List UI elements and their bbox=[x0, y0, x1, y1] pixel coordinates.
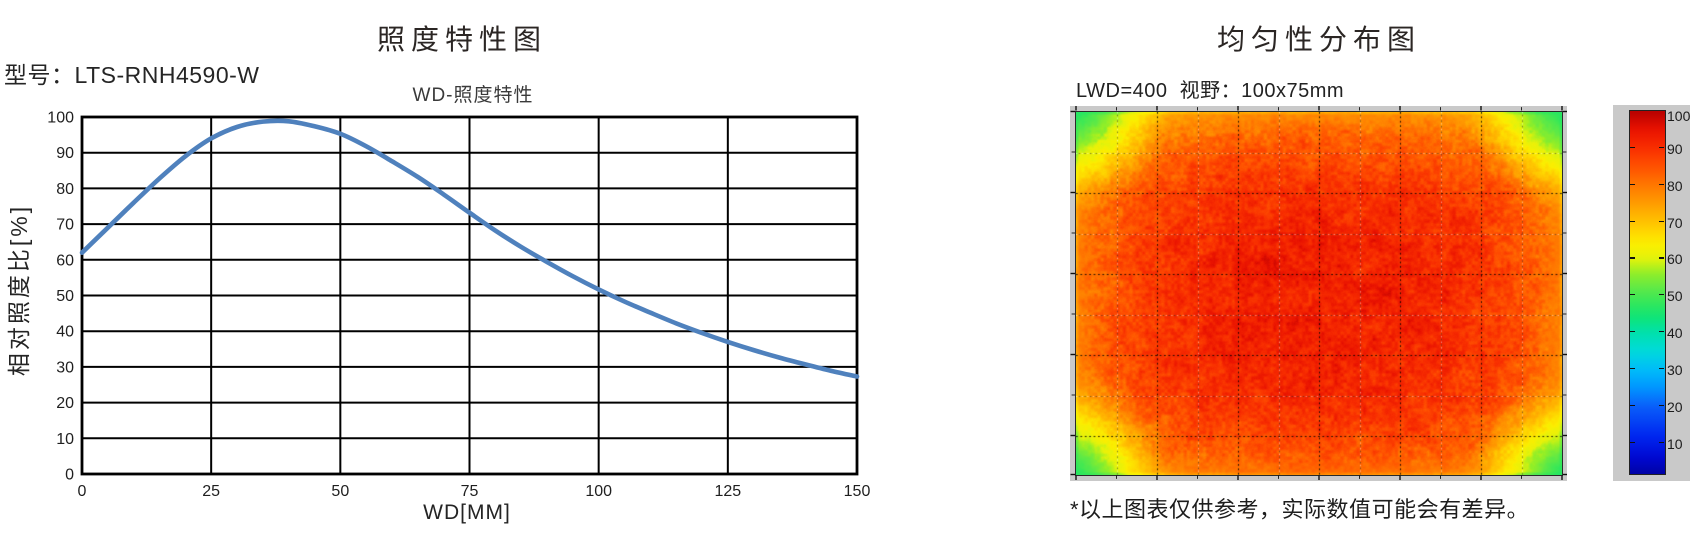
colorbar-tick-mark bbox=[1659, 257, 1664, 259]
colorbar-tick-mark bbox=[1659, 146, 1664, 149]
colorbar-tick-label: 20 bbox=[1667, 398, 1683, 415]
x-tick-label: 75 bbox=[461, 483, 479, 500]
x-tick-label: 25 bbox=[202, 483, 220, 500]
colorbar-tick-label: 60 bbox=[1667, 251, 1683, 268]
colorbar-gradient bbox=[1629, 110, 1666, 475]
colorbar-tick-label: 80 bbox=[1667, 177, 1683, 194]
right-chart: 均匀性分布图 LWD=400 视野：100x75mm *以上图表仅供参考，实际数… bbox=[900, 0, 1704, 540]
colorbar-tick-label: 50 bbox=[1667, 288, 1683, 305]
left-chart-subtitle: WD-照度特性 bbox=[412, 85, 534, 106]
colorbar-tick-label: 40 bbox=[1667, 325, 1683, 342]
heatmap-figure bbox=[1070, 106, 1567, 481]
colorbar-tick-label: 100 bbox=[1667, 108, 1691, 124]
colorbar-tick-mark bbox=[1659, 294, 1664, 296]
colorbar-tick-label: 10 bbox=[1667, 435, 1683, 452]
y-tick-label: 70 bbox=[56, 217, 74, 234]
right-chart-title: 均匀性分布图 bbox=[1216, 24, 1422, 55]
colorbar-tick-label: 70 bbox=[1667, 214, 1683, 231]
x-axis-title: WD[MM] bbox=[423, 501, 511, 524]
illuminance-curve bbox=[79, 118, 860, 379]
colorbar-panel: 100 90 80 70 60 50 40 30 20 10 bbox=[1613, 105, 1690, 481]
colorbar-tick-mark bbox=[1659, 404, 1664, 406]
colorbar-labels: 100 90 80 70 60 50 40 30 20 10 bbox=[1613, 105, 1690, 481]
heatmap-annotation: LWD=400 视野：100x75mm bbox=[1076, 80, 1345, 102]
colorbar-tick-label: 30 bbox=[1667, 361, 1683, 378]
x-tick-label: 50 bbox=[331, 483, 349, 500]
colorbar-tick-mark bbox=[1630, 404, 1635, 406]
colorbar-tick-mark bbox=[1659, 220, 1664, 222]
colorbar-tick-mark bbox=[1630, 331, 1635, 333]
colorbar-tick-mark bbox=[1630, 441, 1635, 443]
x-tick-label: 125 bbox=[714, 483, 741, 500]
y-tick-label: 30 bbox=[56, 359, 74, 376]
y-tick-label: 90 bbox=[56, 145, 74, 162]
y-tick-label: 10 bbox=[56, 431, 74, 448]
heatmap-frame-ticks bbox=[1070, 106, 1567, 480]
colorbar-tick-mark bbox=[1659, 183, 1664, 185]
colorbar-tick-mark bbox=[1630, 257, 1635, 259]
line-plot: 0 10 20 30 40 50 60 70 80 90 100 0 25 50 75 100 125 150 bbox=[47, 110, 871, 501]
colorbar-tick-mark bbox=[1659, 367, 1664, 370]
y-tick-label: 0 bbox=[65, 467, 74, 484]
disclaimer-note: *以上图表仅供参考，实际数值可能会有差异。 bbox=[1070, 497, 1530, 522]
left-chart-title: 照度特性图 bbox=[376, 24, 548, 55]
colorbar-tick-mark bbox=[1630, 183, 1635, 185]
left-chart: 照度特性图 型号：LTS-RNH4590-W WD-照度特性 相对照度比[%] … bbox=[4, 24, 871, 524]
plot-border bbox=[80, 115, 859, 476]
colorbar-tick-mark bbox=[1630, 220, 1635, 222]
y-tick-label: 60 bbox=[56, 252, 74, 269]
colorbar-tick-mark bbox=[1630, 367, 1635, 370]
colorbar-tick-mark bbox=[1659, 441, 1664, 443]
colorbar-tick-mark bbox=[1630, 146, 1635, 149]
heatmap-image bbox=[1076, 111, 1562, 475]
x-tick-label: 0 bbox=[78, 483, 87, 500]
y-tick-label: 80 bbox=[56, 181, 74, 198]
x-tick-label: 100 bbox=[585, 483, 612, 500]
colorbar-tick-mark bbox=[1659, 331, 1664, 333]
x-tick-label: 150 bbox=[844, 483, 871, 500]
model-number-label: 型号：LTS-RNH4590-W bbox=[4, 62, 260, 88]
y-tick-label: 50 bbox=[56, 288, 74, 305]
heatmap-axes bbox=[1075, 110, 1563, 476]
colorbar-tick-label: 90 bbox=[1667, 140, 1683, 157]
y-tick-label: 20 bbox=[56, 395, 74, 412]
y-tick-label: 100 bbox=[47, 110, 74, 127]
y-tick-label: 40 bbox=[56, 324, 74, 341]
colorbar-tick-mark bbox=[1630, 294, 1635, 296]
